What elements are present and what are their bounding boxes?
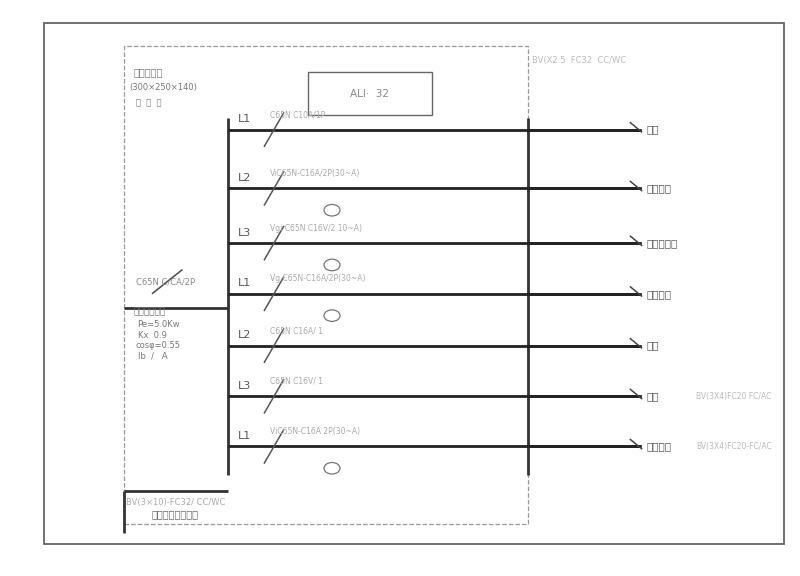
Text: L2: L2 <box>238 173 251 183</box>
Text: C65N C10A/1P: C65N C10A/1P <box>270 110 326 119</box>
Text: Kx  0.9: Kx 0.9 <box>138 331 166 340</box>
Text: ALI·  32: ALI· 32 <box>350 89 390 98</box>
Text: Vg C65N-C16A/2P(30~A): Vg C65N-C16A/2P(30~A) <box>270 274 366 283</box>
Text: 带过欠压保护: 带过欠压保护 <box>134 308 166 317</box>
Text: Vgi C65N C16V/2 10~A): Vgi C65N C16V/2 10~A) <box>270 223 362 233</box>
Text: L1: L1 <box>238 278 251 289</box>
Text: Pe=5.0Kw: Pe=5.0Kw <box>138 320 180 329</box>
Text: BV(3X4)FC20-FC/AC: BV(3X4)FC20-FC/AC <box>696 442 772 451</box>
Text: L1: L1 <box>238 114 251 124</box>
Text: L3: L3 <box>238 228 251 238</box>
Text: C65N C/CA/2P: C65N C/CA/2P <box>136 278 195 287</box>
Text: 照  回  路: 照 回 路 <box>136 98 162 107</box>
Text: C65N C16V/ 1: C65N C16V/ 1 <box>270 377 323 386</box>
Text: 一般插座: 一般插座 <box>646 289 671 299</box>
Text: 客厅空调: 客厅空调 <box>646 441 671 452</box>
Text: 照明: 照明 <box>646 124 659 135</box>
Text: C65N C16A/ 1: C65N C16A/ 1 <box>270 326 323 335</box>
Text: 厨房插座: 厨房插座 <box>646 183 671 194</box>
Bar <box>124 46 528 524</box>
Text: 空调: 空调 <box>646 340 659 351</box>
Text: ViC65N-C16A 2P(30~A): ViC65N-C16A 2P(30~A) <box>270 427 361 436</box>
Text: L1: L1 <box>238 431 251 441</box>
Text: 住户配电箱: 住户配电箱 <box>134 67 163 77</box>
Text: 来自总照明配电箱: 来自总照明配电箱 <box>152 509 199 519</box>
Bar <box>308 72 432 115</box>
Text: 卫生间插座: 卫生间插座 <box>646 238 678 248</box>
Text: ViC65N-C16A/2P(30~A): ViC65N-C16A/2P(30~A) <box>270 169 361 178</box>
Text: L3: L3 <box>238 381 251 391</box>
Text: cosφ=0.55: cosφ=0.55 <box>136 341 181 350</box>
Text: BV(3X4)FC20 FC/AC: BV(3X4)FC20 FC/AC <box>696 392 771 401</box>
Text: 空调: 空调 <box>646 391 659 401</box>
Text: Ib  /   A: Ib / A <box>138 351 167 361</box>
Text: BV(3×10)-FC32/ CC/WC: BV(3×10)-FC32/ CC/WC <box>126 498 226 507</box>
Text: (300×250×140): (300×250×140) <box>130 83 198 92</box>
Text: BV(X2.5  FC32  CC/WC: BV(X2.5 FC32 CC/WC <box>532 56 626 65</box>
Text: L2: L2 <box>238 330 251 340</box>
